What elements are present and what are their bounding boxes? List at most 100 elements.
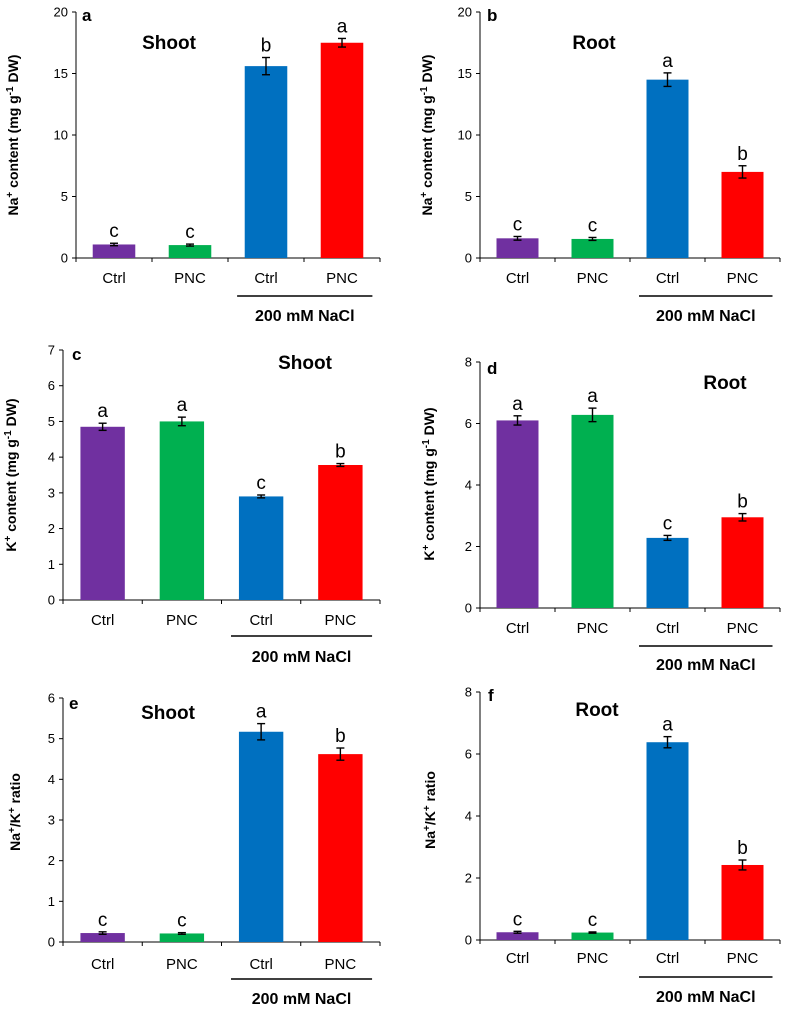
bar <box>646 537 689 608</box>
category-label: Ctrl <box>656 620 679 637</box>
y-tick-label: 8 <box>465 355 472 370</box>
category-label: PNC <box>326 270 358 287</box>
y-tick-label: 15 <box>54 66 68 81</box>
y-axis-label: Na+ content (mg g-1 DW) <box>419 55 436 216</box>
y-tick-label: 0 <box>465 251 472 266</box>
y-tick-label: 4 <box>465 809 472 824</box>
group-label: 200 mM NaCl <box>255 308 355 325</box>
panel-title: Root <box>572 33 616 54</box>
y-axis-label-part: content (mg g <box>421 448 437 544</box>
y-tick-label: 20 <box>458 5 472 20</box>
y-tick-label: 10 <box>458 128 472 143</box>
y-axis-label-superscript: + <box>3 535 14 541</box>
significance-letter: a <box>337 16 348 37</box>
significance-letter: b <box>737 838 748 859</box>
bar <box>318 465 363 600</box>
y-axis-label-part: Na <box>5 197 21 215</box>
significance-letter: b <box>335 726 346 747</box>
y-axis-label-part: Na <box>7 833 23 851</box>
category-label: PNC <box>727 620 759 637</box>
y-axis-label-superscript: + <box>5 192 16 198</box>
category-label: Ctrl <box>656 270 679 287</box>
y-axis-label: K+ content (mg g-1 DW) <box>421 407 438 560</box>
y-tick-label: 4 <box>465 478 472 493</box>
y-axis-label: K+ content (mg g-1 DW) <box>3 398 20 551</box>
group-label: 200 mM NaCl <box>252 649 352 666</box>
category-label: Ctrl <box>506 950 529 967</box>
y-tick-label: 0 <box>465 601 472 616</box>
y-axis-label-part: /K <box>7 813 23 827</box>
bar <box>92 244 136 258</box>
y-axis-label-superscript: -1 <box>5 86 16 95</box>
panel-title: Shoot <box>278 353 332 374</box>
category-label: Ctrl <box>506 270 529 287</box>
significance-letter: b <box>261 36 272 57</box>
significance-letter: a <box>97 401 108 422</box>
significance-letter: c <box>109 221 119 242</box>
significance-letter: c <box>98 910 108 931</box>
panel-letter: e <box>69 694 78 713</box>
panel-b: 0 5 10 15 20 c Ctrl c PNC a Ctrl b PNC 200 mM NaCl b Ro… <box>419 5 781 325</box>
bar <box>320 42 364 258</box>
panel-letter: d <box>487 359 497 378</box>
bar <box>721 517 764 608</box>
y-axis-label-part: ratio <box>422 771 438 805</box>
panel-letter: c <box>72 345 81 364</box>
category-label: Ctrl <box>91 612 114 629</box>
y-tick-label: 2 <box>48 853 55 868</box>
y-tick-label: 1 <box>48 557 55 572</box>
y-axis-label-part: K <box>421 550 437 560</box>
bar <box>318 754 363 942</box>
y-tick-label: 0 <box>48 935 55 950</box>
bar <box>721 171 764 258</box>
category-label: PNC <box>727 950 759 967</box>
category-label: Ctrl <box>254 270 277 287</box>
bar <box>80 933 125 942</box>
panel-a: 0 5 10 15 20 c Ctrl c PNC b Ctrl a PNC 200 mM NaCl a Sh… <box>5 5 381 325</box>
y-tick-label: 20 <box>54 5 68 20</box>
y-axis-label-part: /K <box>422 811 438 825</box>
y-tick-label: 8 <box>465 685 472 700</box>
significance-letter: c <box>513 909 523 930</box>
panel-letter: a <box>82 6 92 25</box>
y-axis-label-superscript: + <box>422 805 433 811</box>
significance-letter: a <box>512 394 523 415</box>
category-label: PNC <box>577 270 609 287</box>
category-label: PNC <box>577 620 609 637</box>
y-axis-label-superscript: + <box>7 807 18 813</box>
y-axis-label: Na+ content (mg g-1 DW) <box>5 55 22 216</box>
panel-c: 0 1 2 3 4 5 6 7 a Ctrl a PNC c Ctrl b PNC 200 mM NaCl c Sh… <box>3 343 381 666</box>
y-tick-label: 4 <box>48 450 55 465</box>
significance-letter: c <box>588 215 598 236</box>
significance-letter: c <box>177 911 187 932</box>
group-label: 200 mM NaCl <box>656 308 756 325</box>
y-tick-label: 10 <box>54 128 68 143</box>
y-axis-label-part: DW) <box>419 55 435 87</box>
y-tick-label: 4 <box>48 772 55 787</box>
significance-letter: c <box>185 222 195 243</box>
significance-letter: b <box>335 442 346 463</box>
panel-title: Root <box>575 700 619 721</box>
category-label: PNC <box>325 612 357 629</box>
category-label: PNC <box>727 270 759 287</box>
y-axis-label-superscript: + <box>7 827 18 833</box>
panel-title: Root <box>703 373 747 394</box>
bar <box>238 731 284 942</box>
bar <box>159 933 205 942</box>
bar <box>496 932 539 940</box>
panel-title: Shoot <box>142 33 196 54</box>
category-label: Ctrl <box>656 950 679 967</box>
y-axis-label-part: DW) <box>5 55 21 87</box>
y-axis-label: Na+/K+ ratio <box>422 771 439 849</box>
group-label: 200 mM NaCl <box>656 657 756 674</box>
significance-letter: a <box>256 702 267 723</box>
y-tick-label: 1 <box>48 894 55 909</box>
y-axis-label-superscript: -1 <box>419 86 430 95</box>
significance-letter: b <box>737 492 748 513</box>
category-label: Ctrl <box>91 956 114 973</box>
y-axis-label-part: Na <box>422 831 438 849</box>
y-tick-label: 15 <box>458 66 472 81</box>
bar <box>571 238 614 258</box>
panel-letter: f <box>488 686 494 705</box>
panel-letter: b <box>487 6 497 25</box>
